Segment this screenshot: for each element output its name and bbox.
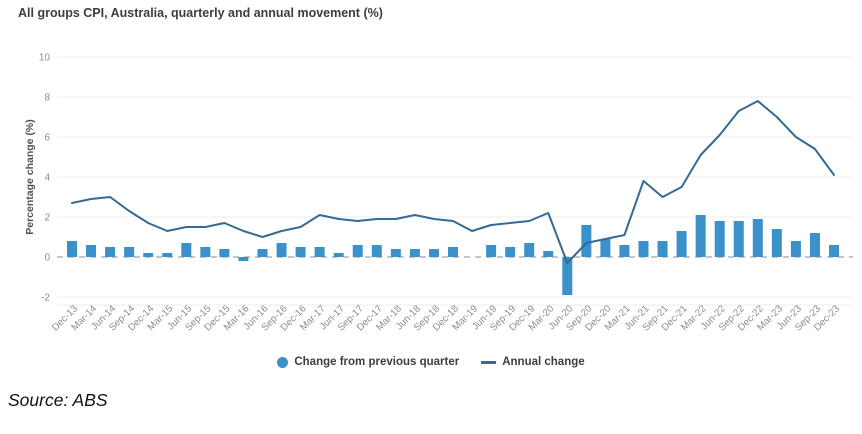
legend-circle-marker: [277, 356, 289, 368]
source-note: Source: ABS: [8, 390, 108, 410]
svg-text:10: 10: [39, 53, 51, 64]
chart-title: All groups CPI, Australia, quarterly and…: [18, 6, 383, 20]
legend-line-marker: [481, 360, 497, 364]
svg-text:6: 6: [44, 133, 50, 144]
legend-item-quarterly[interactable]: Change from previous quarter: [277, 356, 459, 368]
legend-label-annual: Annual change: [502, 356, 585, 368]
svg-text:4: 4: [44, 173, 50, 184]
svg-text:-2: -2: [41, 293, 50, 304]
svg-text:8: 8: [44, 93, 50, 104]
legend-label-quarterly: Change from previous quarter: [294, 356, 460, 368]
cpi-chart-svg: 1086420-2Dec-13Mar-14Jun-14Sep-14Dec-14M…: [24, 53, 853, 333]
svg-text:2: 2: [44, 213, 50, 224]
svg-text:Percentage change (%): Percentage change (%): [24, 119, 36, 235]
legend-item-annual[interactable]: Annual change: [481, 356, 585, 368]
svg-text:0: 0: [44, 253, 50, 264]
chart-legend: Change from previous quarter Annual chan…: [0, 356, 862, 368]
